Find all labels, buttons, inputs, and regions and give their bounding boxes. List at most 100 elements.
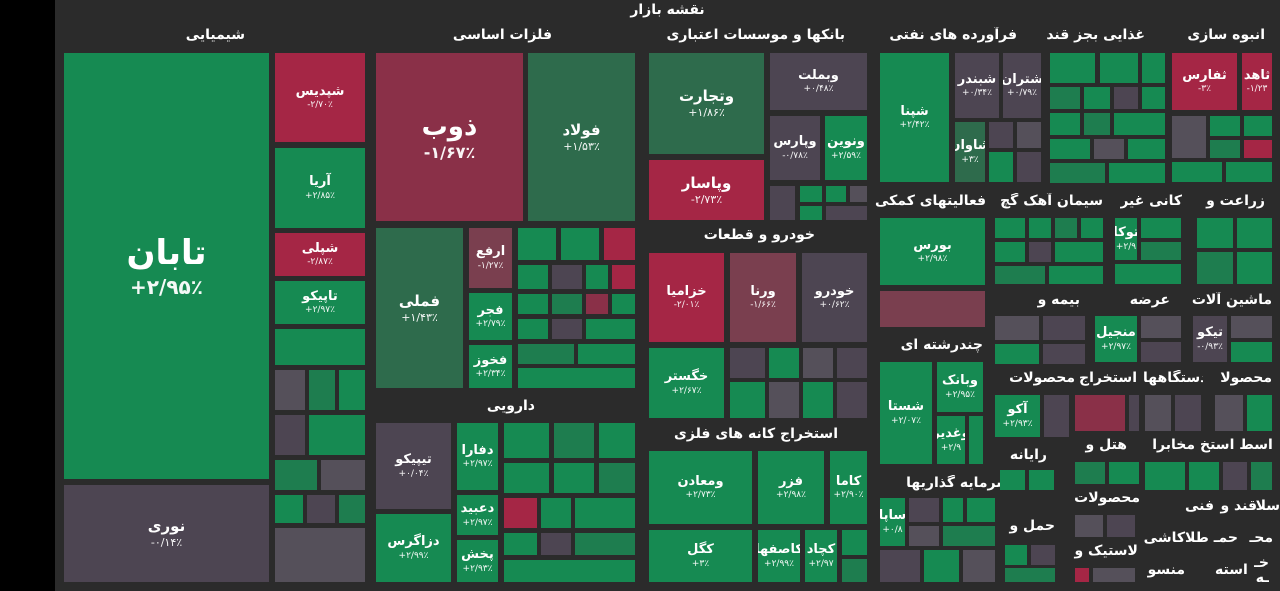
tile-cement-6[interactable] <box>1029 242 1051 262</box>
sector-wastakh[interactable]: واسط استخ <box>1200 437 1272 453</box>
tile-inv-3[interactable] <box>967 498 995 522</box>
sector-sala[interactable]: سلا <box>1255 498 1280 514</box>
tile-chem-10[interactable] <box>307 495 335 523</box>
tile-pharma-11[interactable] <box>541 533 571 555</box>
tile-mass-7[interactable] <box>1226 162 1272 182</box>
tile-prod3-2[interactable] <box>1107 515 1135 537</box>
tile-agri-1[interactable] <box>1197 218 1233 248</box>
tile-nonmetal-2[interactable] <box>1141 242 1181 260</box>
sector-support[interactable]: فعالیتهای کمکی <box>875 193 985 209</box>
tile-pharma-12[interactable] <box>575 533 635 555</box>
tile-bank-5[interactable] <box>800 206 822 220</box>
tile-chem-6[interactable] <box>309 415 365 455</box>
tile-food-1[interactable] <box>1050 53 1095 83</box>
tile-food-8[interactable] <box>1050 113 1080 135</box>
tile-pharma-9[interactable] <box>575 498 635 528</box>
tile-kama[interactable]: کاما +۲/۹۰٪ <box>830 451 867 524</box>
tile-oil-2[interactable] <box>1017 122 1041 148</box>
tile-metal-9[interactable] <box>552 294 582 314</box>
tile-shbandar[interactable]: شبندر +۰/۳۴٪ <box>955 53 999 118</box>
tile-chem-8[interactable] <box>321 460 365 490</box>
tile-food-5[interactable] <box>1084 87 1110 109</box>
sector-hotel[interactable]: هتل و <box>1085 437 1128 453</box>
sector-machinery[interactable]: ماشین آلات <box>1191 292 1272 308</box>
tile-bank-6[interactable] <box>826 206 867 220</box>
tile-metal-8[interactable] <box>518 294 548 314</box>
tile-prod2-1[interactable] <box>1215 395 1243 431</box>
sector-mahsa[interactable]: محـ <box>1249 530 1273 546</box>
tile-metal-4[interactable] <box>518 265 548 289</box>
tile-food-4[interactable] <box>1050 87 1080 109</box>
sector-auto[interactable]: خودرو و قطعات <box>703 227 815 243</box>
tile-inv-1[interactable] <box>909 498 939 522</box>
tile-mining-1[interactable] <box>842 530 867 555</box>
tile-soft-1[interactable] <box>1000 470 1025 490</box>
tile-vnovin[interactable]: ونوین +۲/۵۹٪ <box>825 116 867 180</box>
tile-food-9[interactable] <box>1084 113 1110 135</box>
tile-food-13[interactable] <box>1128 139 1165 159</box>
sector-insurance[interactable]: بیمه و <box>1037 292 1080 308</box>
sector-devices[interactable]: دستگاهها <box>1143 370 1203 386</box>
tile-boors[interactable]: بورس +۲/۹۸٪ <box>880 218 985 285</box>
tile-pakhsh[interactable]: پخش +۲/۹۳٪ <box>457 540 498 582</box>
tile-metal-7[interactable] <box>612 265 635 289</box>
tile-metal-14[interactable] <box>586 319 635 339</box>
tile-vmaaden[interactable]: ومعادن +۲/۷۳٪ <box>649 451 752 524</box>
sector-textile[interactable]: منسو <box>1147 562 1185 578</box>
tile-food-3[interactable] <box>1142 53 1165 83</box>
tile-fajr[interactable]: فجر +۲/۷۹٪ <box>469 293 512 340</box>
sector-products2[interactable]: محصولا <box>1220 370 1272 386</box>
sector-fanni[interactable]: فنی <box>1185 498 1213 514</box>
tile-auto-8[interactable] <box>837 382 867 418</box>
tile-ins-1[interactable] <box>995 316 1039 340</box>
tile-metal-12[interactable] <box>518 319 548 339</box>
tile-hotel-1[interactable] <box>1075 462 1105 484</box>
tile-mass-2[interactable] <box>1210 116 1240 136</box>
tile-food-2[interactable] <box>1100 53 1138 83</box>
sector-pharma[interactable]: دارویی <box>486 398 535 414</box>
tile-khzamia[interactable]: خزامیا -۲/۰۱٪ <box>649 253 724 342</box>
tile-metal-1[interactable] <box>518 228 556 260</box>
tile-prod-1[interactable] <box>1044 395 1069 437</box>
sector-plastic[interactable]: لاستیک و <box>1074 543 1138 559</box>
tile-dzagros[interactable]: دزاگرس +۲/۹۹٪ <box>376 514 451 582</box>
tile-auto-5[interactable] <box>730 382 765 418</box>
sector-metals[interactable]: فلزات اساسی <box>452 27 552 43</box>
tile-zob[interactable]: ذوب -۱/۶۷٪ <box>376 53 523 221</box>
tile-mass-1[interactable] <box>1172 116 1206 158</box>
tile-tel-2[interactable] <box>1189 462 1219 490</box>
tile-metal-3[interactable] <box>604 228 635 260</box>
sector-offer[interactable]: عرضه <box>1129 292 1170 308</box>
tile-trans-1[interactable] <box>1005 545 1027 565</box>
sector-nonmetal[interactable]: کانی غیر <box>1120 193 1182 209</box>
tile-mass-4[interactable] <box>1210 140 1240 158</box>
sector-software[interactable]: رایانه <box>1009 447 1047 463</box>
tile-tel-3[interactable] <box>1223 462 1247 490</box>
tile-metal-15[interactable] <box>518 344 574 364</box>
sector-ha[interactable]: ـه <box>1255 570 1269 586</box>
tile-metal-13[interactable] <box>552 319 582 339</box>
tile-shpdis[interactable]: شپدیس -۲/۷۰٪ <box>275 53 365 142</box>
tile-chem-3[interactable] <box>309 370 335 410</box>
tile-food-10[interactable] <box>1114 113 1165 135</box>
tile-offer-2[interactable] <box>1141 342 1181 362</box>
sector-mining[interactable]: استخراج کانه های فلزی <box>674 426 838 442</box>
tile-metal-10[interactable] <box>586 294 608 314</box>
tile-khodro[interactable]: خودرو +۰/۶۲٪ <box>802 253 867 342</box>
tile-vpars[interactable]: وپارس -۰/۷۸٪ <box>770 116 820 180</box>
sector-products3[interactable]: محصولات <box>1074 490 1140 506</box>
tile-auto-6[interactable] <box>769 382 799 418</box>
sector-mokhabera[interactable]: مخابرا <box>1152 437 1195 453</box>
tile-support-1[interactable] <box>880 291 985 327</box>
sector-tile[interactable]: کاشی <box>1143 530 1185 546</box>
tile-khgostar[interactable]: خگستر +۲/۶۷٪ <box>649 348 724 418</box>
tile-trans-2[interactable] <box>1031 545 1055 565</box>
tile-auto-2[interactable] <box>769 348 799 378</box>
tile-mining-2[interactable] <box>842 559 867 582</box>
tile-shasta[interactable]: شستا +۲/۰۷٪ <box>880 362 932 464</box>
tile-mass-3[interactable] <box>1244 116 1272 136</box>
sector-hama[interactable]: حمـ <box>1213 530 1238 546</box>
tile-shepli[interactable]: شپلی -۲/۸۷٪ <box>275 233 365 276</box>
sector-transport[interactable]: حمل و <box>1009 518 1055 534</box>
